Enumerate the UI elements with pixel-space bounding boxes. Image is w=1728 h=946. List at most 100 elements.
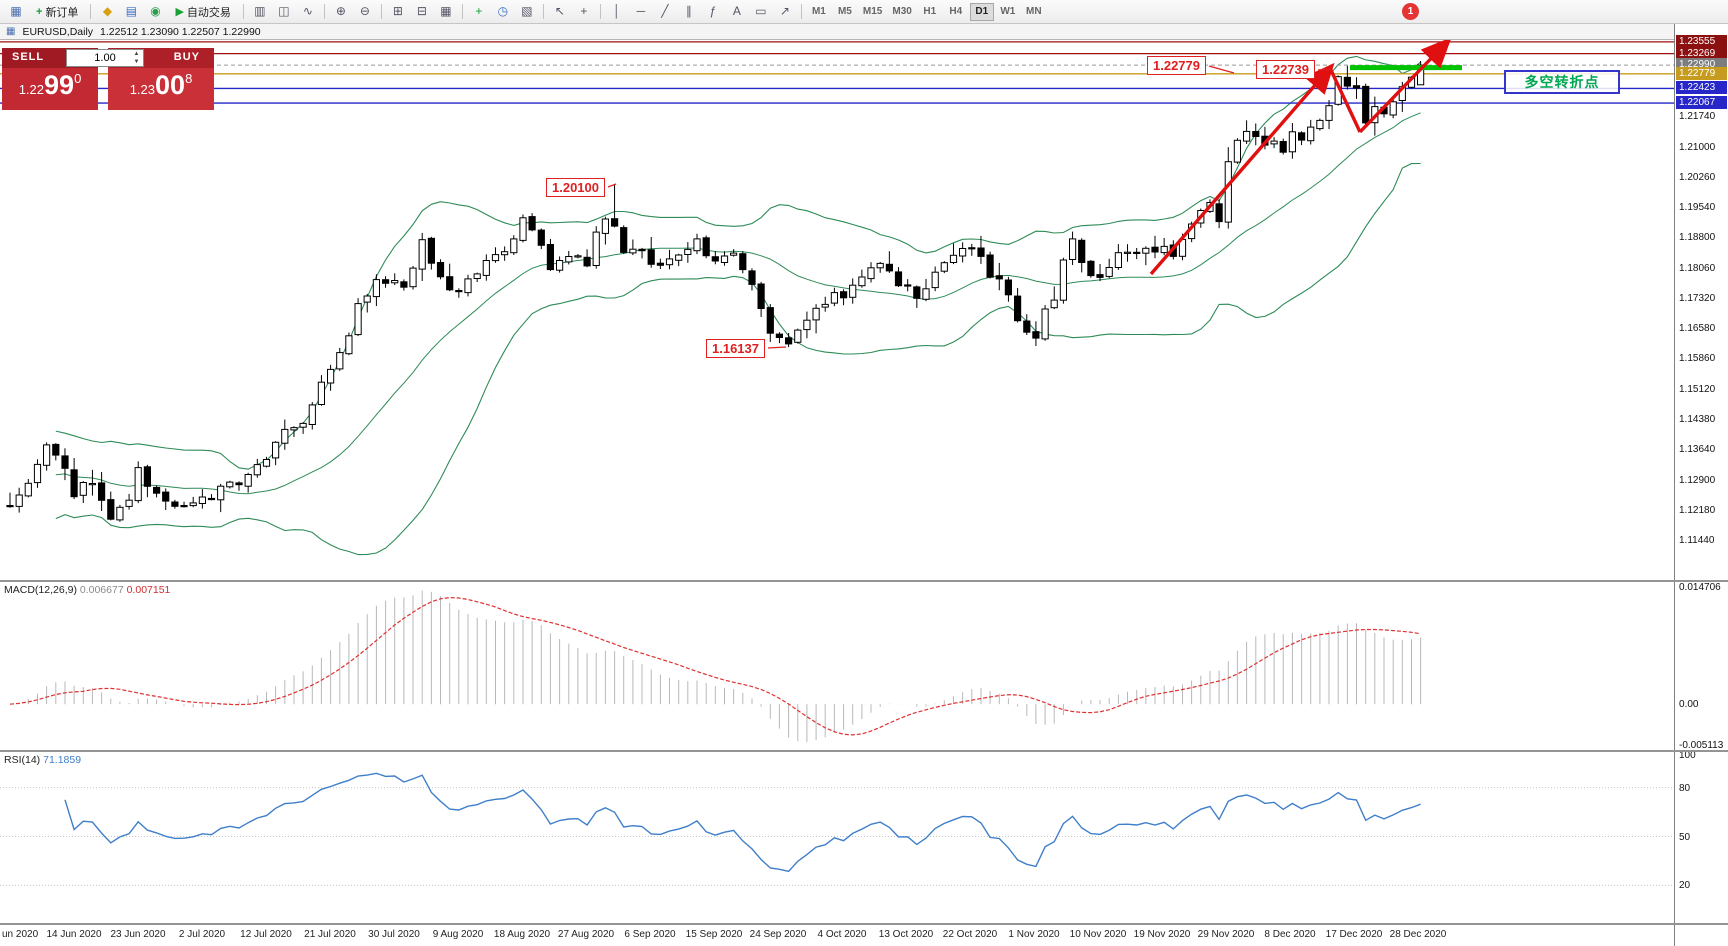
timeframe-h1[interactable]: H1	[918, 3, 942, 21]
fibonacci-icon[interactable]: ƒ	[702, 2, 724, 21]
date-label: 24 Sep 2020	[749, 929, 807, 940]
timeframe-m15[interactable]: M15	[859, 3, 886, 21]
spinner-down-icon[interactable]: ▼	[133, 59, 140, 65]
notification-badge[interactable]: 1	[1402, 3, 1419, 20]
new-chart-icon[interactable]: ▦	[5, 2, 27, 21]
autotrading-button[interactable]: ▶ 自动交易	[168, 2, 237, 21]
text-label-icon[interactable]: ▭	[750, 2, 772, 21]
price-axis-label: 100	[1679, 750, 1696, 761]
text-icon[interactable]: A	[726, 2, 748, 21]
arrows-icon[interactable]: ↗	[774, 2, 796, 21]
indicators-icon[interactable]: +	[468, 2, 490, 21]
alerts-icon[interactable]: ◆	[96, 2, 118, 21]
price-callout-level-2[interactable]: 1.22739	[1256, 60, 1315, 79]
trendline-icon[interactable]: ╱	[654, 2, 676, 21]
price-axis-label: 1.18060	[1679, 262, 1716, 274]
autotrading-button-label: 自动交易	[186, 6, 231, 19]
price-callout-high[interactable]: 1.20100	[546, 178, 605, 197]
price-axis-label: -0.005113	[1679, 740, 1724, 751]
price-axis-label: 1.22423	[1676, 81, 1727, 95]
tile-windows-icon[interactable]: ⊞	[387, 2, 409, 21]
panel-separator	[0, 923, 1728, 925]
line-chart-icon[interactable]: ∿	[297, 2, 319, 21]
date-label: 21 Jul 2020	[304, 929, 356, 940]
price-axis-label: 1.15120	[1679, 383, 1716, 395]
sell-price: 1.22990	[18, 70, 82, 100]
zoom-out-icon[interactable]: ⊖	[354, 2, 376, 21]
date-label: 2 Jul 2020	[178, 929, 226, 940]
volume-value: 1.00	[94, 52, 116, 64]
spinner-up-icon[interactable]: ▲	[133, 51, 140, 57]
chart-ohlc: 1.22512 1.23090 1.22507 1.22990	[100, 25, 261, 38]
timeframe-h4[interactable]: H4	[944, 3, 968, 21]
vertical-line-icon[interactable]: │	[606, 2, 628, 21]
panel-separator[interactable]	[0, 580, 1728, 582]
sell-label: SELL	[12, 51, 45, 63]
price-axis-label: 1.14380	[1679, 413, 1716, 425]
date-label: 22 Oct 2020	[942, 929, 998, 940]
price-callout-low[interactable]: 1.16137	[706, 339, 765, 358]
new-order-button[interactable]: + 新订单	[29, 2, 85, 21]
zoom-in-icon[interactable]: ⊕	[330, 2, 352, 21]
community-icon[interactable]: ◉	[144, 2, 166, 21]
date-label: 9 Aug 2020	[432, 929, 484, 940]
date-label: 12 Jul 2020	[240, 929, 292, 940]
timeframe-m1[interactable]: M1	[807, 3, 831, 21]
price-axis[interactable]: 1.21740 1.21000 1.20260 1.19540 1.18800 1.180…	[1674, 24, 1728, 946]
price-axis-label: 80	[1679, 782, 1691, 794]
timeframe-m30[interactable]: M30	[888, 3, 915, 21]
rsi-panel[interactable]: RSI(14) 71.1859	[0, 752, 1674, 923]
date-label: 8 Dec 2020	[1264, 929, 1316, 940]
date-label: 1 Nov 2020	[1008, 929, 1060, 940]
periods-icon[interactable]: ◷	[492, 2, 514, 21]
volume-stepper[interactable]: ▲ ▼	[131, 50, 142, 66]
grid-icon[interactable]: ▦	[435, 2, 457, 21]
date-label: 13 Oct 2020	[878, 929, 934, 940]
cursor-icon[interactable]: ↖	[549, 2, 571, 21]
channel-icon[interactable]: ∥	[678, 2, 700, 21]
date-label: 19 Nov 2020	[1133, 929, 1191, 940]
toolbar-separator	[599, 4, 601, 19]
chart-icon: ▦	[6, 26, 16, 37]
chart-symbol-period: EURUSD,Daily	[22, 25, 94, 38]
price-axis-label: 1.15860	[1679, 353, 1716, 364]
price-chart-canvas[interactable]: SELL 1.22990 BUY 1.23008 1.00 ▲ ▼ 1.20100…	[0, 40, 1674, 580]
timeframe-d1[interactable]: D1	[969, 2, 994, 21]
panel-separator[interactable]	[0, 750, 1728, 752]
new-order-button-label: 新订单	[45, 6, 79, 19]
price-axis-label: 1.19540	[1679, 201, 1716, 213]
crosshair-icon[interactable]: +	[573, 2, 595, 21]
horizontal-line-icon[interactable]: ─	[630, 2, 652, 21]
price-axis-label: 1.18800	[1679, 232, 1716, 243]
time-axis[interactable]: un 2020 14 Jun 2020 23 Jun 2020 2 Jul 2020 1…	[0, 925, 1674, 946]
price-axis-label: 50	[1679, 831, 1691, 843]
auto-arrange-icon[interactable]: ⊟	[411, 2, 433, 21]
price-axis-label: 1.13640	[1679, 444, 1716, 456]
date-label: 23 Jun 2020	[110, 929, 166, 940]
bar-chart-icon[interactable]: ▥	[249, 2, 271, 21]
candlestick-chart-icon[interactable]: ◫	[273, 2, 295, 21]
turning-point-label[interactable]: 多空转折点	[1504, 70, 1620, 94]
date-label: 29 Nov 2020	[1197, 929, 1255, 940]
macd-panel[interactable]: MACD(12,26,9) 0.006677 0.007151	[0, 582, 1674, 750]
templates-icon[interactable]: ▧	[516, 2, 538, 21]
timeframe-w1[interactable]: W1	[996, 3, 1020, 21]
volume-input[interactable]: 1.00 ▲ ▼	[66, 49, 144, 67]
price-callout-level-1[interactable]: 1.22779	[1147, 56, 1206, 75]
price-axis-label: 1.23555	[1676, 34, 1727, 48]
timeframe-mn[interactable]: MN	[1022, 3, 1046, 21]
mailbox-icon[interactable]: ▤	[120, 2, 142, 21]
price-axis-label: 1.22779	[1676, 66, 1727, 80]
macd-label: MACD(12,26,9) 0.006677 0.007151	[4, 584, 171, 596]
date-label: 14 Jun 2020	[46, 929, 102, 940]
buy-label: BUY	[173, 51, 200, 63]
price-axis-label: 1.12180	[1679, 504, 1716, 516]
toolbar-separator	[380, 4, 382, 19]
buy-price: 1.23008	[129, 70, 193, 100]
toolbar-separator	[90, 4, 92, 19]
price-axis-label: 1.17320	[1679, 292, 1716, 304]
price-axis-label: 1.23269	[1676, 46, 1727, 60]
timeframe-m5[interactable]: M5	[833, 3, 857, 21]
price-axis-label: 1.16580	[1679, 323, 1716, 335]
date-label: 4 Oct 2020	[817, 929, 867, 940]
